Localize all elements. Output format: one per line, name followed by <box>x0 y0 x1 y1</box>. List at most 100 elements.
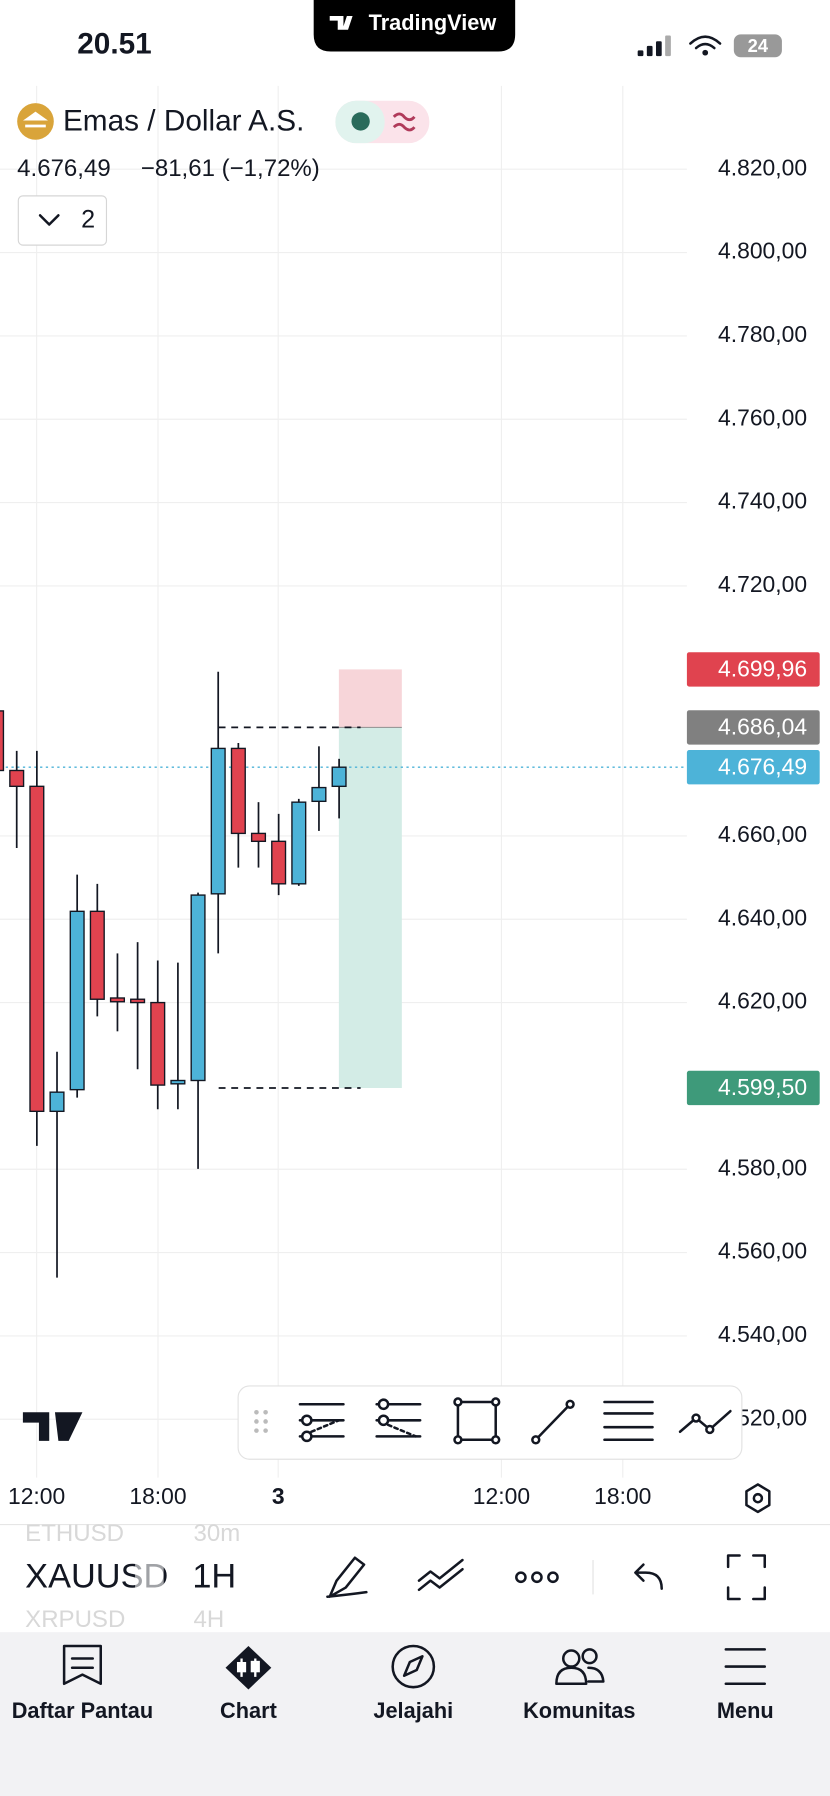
battery-level: 24 <box>748 35 769 56</box>
rectangle-tool[interactable] <box>453 1397 501 1445</box>
candle-body <box>9 769 25 788</box>
time-label: 18:00 <box>594 1483 651 1509</box>
next-symbol: XRPUSD <box>25 1606 125 1633</box>
price-tag-label: 4.686,04 <box>718 714 807 740</box>
prev-interval: 30m <box>193 1520 240 1547</box>
nav-label[interactable]: Komunitas <box>523 1698 635 1723</box>
wifi-dot <box>702 49 709 56</box>
trend-line-tool[interactable] <box>531 1399 575 1445</box>
stop-zone <box>338 727 402 1088</box>
candle-body <box>0 710 5 772</box>
undo-button[interactable] <box>634 1563 663 1590</box>
chart-icon[interactable] <box>225 1645 272 1690</box>
next-interval: 4H <box>193 1606 224 1633</box>
price-tag <box>686 710 820 745</box>
candle-body <box>130 998 146 1004</box>
chart-area: 12:00 18:00 3 12:00 18:00 4.820,00 4.800,00 4.7… <box>0 85 820 1509</box>
symbol-name: Emas / Dollar A.S. <box>63 104 304 137</box>
chart-icon-glyph <box>236 1658 260 1677</box>
symbol-icon-glyph <box>23 111 48 128</box>
candle-body <box>49 1091 65 1113</box>
dynamic-island <box>313 0 516 52</box>
menu-icon[interactable] <box>724 1648 767 1686</box>
price-tick-label: 4.560,00 <box>718 1238 807 1264</box>
candle-body <box>210 747 226 895</box>
time-label: 12:00 <box>8 1483 65 1509</box>
time-label: 3 <box>272 1483 285 1509</box>
interval[interactable]: 1H <box>192 1557 236 1595</box>
app-badge: TradingView <box>369 10 497 35</box>
candle-body <box>150 1001 166 1086</box>
short-position-tool[interactable] <box>375 1398 422 1438</box>
price-tick-label: 4.820,00 <box>718 154 807 180</box>
chevron-icon <box>38 214 60 226</box>
price-tick-label: 4.640,00 <box>718 904 807 930</box>
candle-body <box>311 786 327 803</box>
fib-tool[interactable] <box>603 1400 654 1442</box>
price-tag <box>686 1070 820 1106</box>
nav-label[interactable]: Menu <box>717 1698 774 1723</box>
candle-body <box>69 910 85 1091</box>
tv-watermark <box>22 1412 83 1441</box>
candle-body <box>250 832 267 843</box>
path-tool[interactable] <box>678 1409 732 1435</box>
status-time: 20.51 <box>77 28 151 61</box>
nav-label[interactable]: Daftar Pantau <box>12 1698 153 1723</box>
price-tick-label: 4.540,00 <box>718 1321 807 1347</box>
candle-body <box>331 766 347 788</box>
price-tag-label: 4.599,50 <box>718 1074 807 1100</box>
drag-handle <box>254 1409 268 1433</box>
last-price: 4.676,49 <box>17 155 111 182</box>
fade <box>135 1540 164 1617</box>
price-tick-label: 4.780,00 <box>718 321 807 347</box>
nav-label[interactable]: Jelajahi <box>373 1698 453 1723</box>
brush-button[interactable] <box>417 1558 464 1592</box>
axis-settings-icon[interactable] <box>745 1483 771 1514</box>
long-position-tool[interactable] <box>298 1403 345 1443</box>
drawing-toolbar <box>237 1385 743 1460</box>
wifi-icon <box>689 35 722 50</box>
candle-body <box>29 785 45 1113</box>
symbol-icon <box>17 103 54 140</box>
axis-settings-dot <box>752 1492 764 1504</box>
community-icon[interactable] <box>555 1648 605 1686</box>
explore-icon[interactable] <box>391 1644 436 1689</box>
watchlist-icon[interactable] <box>62 1644 103 1686</box>
draw-button[interactable] <box>326 1556 368 1598</box>
candle-body <box>271 840 287 885</box>
fullscreen-button[interactable] <box>726 1554 767 1601</box>
signal-icon <box>637 35 671 57</box>
price-tick-label: 4.620,00 <box>718 988 807 1014</box>
tv-logo <box>329 16 353 30</box>
price-tick-label: 4.740,00 <box>718 488 807 514</box>
time-label: 18:00 <box>129 1483 186 1509</box>
price-tick-label: 4.800,00 <box>718 238 807 264</box>
price-tag-label: 4.676,49 <box>718 753 807 779</box>
candle-body <box>190 894 206 1082</box>
prev-symbol: ETHUSD <box>25 1520 124 1547</box>
status-dot <box>351 112 370 131</box>
price-tick-label: 4.580,00 <box>718 1154 807 1180</box>
price-tag-label: 4.699,96 <box>718 656 807 682</box>
indicators-toggle[interactable] <box>17 195 108 246</box>
price-tick-label: 4.720,00 <box>718 571 807 597</box>
nav-labels: Daftar Pantau Chart Jelajahi Komunitas Menu <box>12 1698 774 1723</box>
candle-body <box>230 747 246 835</box>
more-button[interactable] <box>515 1571 559 1584</box>
target-zone <box>338 669 402 728</box>
candle-body <box>109 997 126 1003</box>
price-tick-label: 4.660,00 <box>718 821 807 847</box>
price-change: −81,61 (−1,72%) <box>141 155 320 182</box>
battery <box>733 34 782 58</box>
price-tag <box>686 750 820 785</box>
price-tag <box>686 652 820 687</box>
nav-label[interactable]: Chart <box>220 1698 277 1723</box>
time-label: 12:00 <box>473 1483 530 1509</box>
candle-body <box>170 1079 186 1085</box>
candle-body <box>89 910 105 1000</box>
candle-body <box>291 801 307 885</box>
indicators-count: 2 <box>81 206 95 234</box>
